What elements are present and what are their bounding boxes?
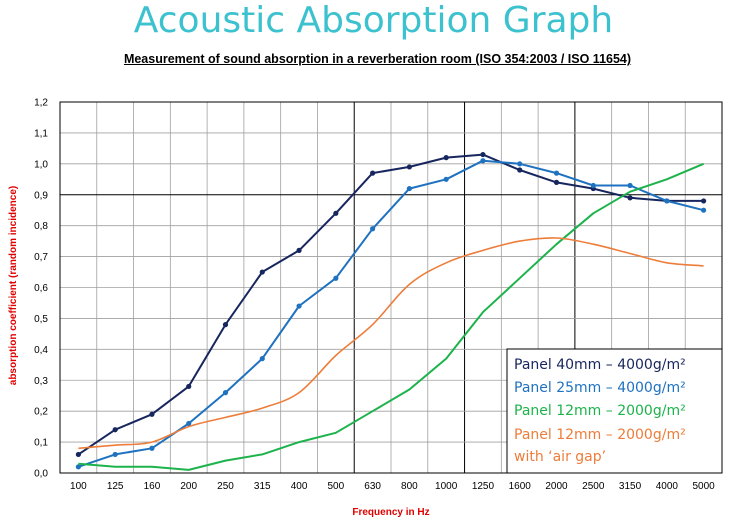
legend-box: [506, 348, 723, 474]
series-panel-12mm: [78, 162, 704, 471]
x-tick-label: 3150: [619, 481, 642, 492]
x-axis-ticks: 100 125 160 200 250 315 400 500 630 800 1000 1250 16…: [70, 481, 715, 492]
legend-entry-panel-25mm: Panel 25mm – 4000g/m²: [514, 380, 686, 396]
data-point: [112, 427, 118, 433]
series-panel-25mm: [78, 159, 704, 468]
data-point: [443, 155, 449, 161]
x-tick-label: 1600: [509, 481, 532, 492]
page-title: Acoustic Absorption Graph: [133, 0, 614, 41]
x-tick-label: 250: [217, 481, 234, 492]
data-point: [222, 322, 229, 328]
data-point: [333, 210, 339, 216]
chart-subtitle: Measurement of sound absorption in a rev…: [123, 52, 632, 66]
data-point: [186, 383, 192, 390]
data-point: [517, 161, 523, 167]
x-tick-label: 160: [144, 481, 161, 492]
x-tick-label: 2500: [582, 481, 605, 492]
plot-frame: [59, 101, 723, 474]
data-point: [222, 390, 229, 396]
series-panel-40mm: [77, 153, 704, 456]
legend-entry-air-gap-note: with ‘air gap’: [514, 449, 606, 465]
data-point: [553, 170, 560, 176]
y-axis-ticks: 0,0 0,1 0,2 0,3 0,4 0,5 0,6 0,7 0,8 0,9 1,0 1,1 1,2: [34, 98, 48, 480]
data-point: [406, 164, 412, 170]
y-tick-label: 0,5: [34, 314, 48, 325]
x-tick-label: 1250: [472, 481, 495, 492]
x-tick-label: 800: [401, 481, 418, 492]
x-tick-label: 500: [327, 481, 344, 492]
y-tick-label: 0,9: [34, 190, 48, 201]
data-point: [149, 445, 155, 451]
x-tick-label: 315: [254, 481, 271, 492]
data-point: [627, 195, 633, 201]
data-point: [149, 411, 155, 417]
data-point: [627, 182, 633, 189]
legend-entry-panel-40mm: Panel 40mm – 4000g/m²: [514, 357, 686, 373]
series-layer: [75, 151, 707, 471]
y-tick-label: 0,2: [34, 407, 48, 418]
y-tick-label: 0,3: [34, 376, 48, 387]
legend-entry-panel-12mm-air-gap: Panel 12mm – 2000g/m²: [514, 427, 686, 443]
data-point: [112, 451, 118, 458]
data-point: [75, 464, 81, 470]
data-point: [333, 275, 339, 281]
x-tick-label: 200: [180, 481, 197, 492]
x-tick-label: 630: [364, 481, 381, 492]
data-point: [480, 158, 486, 164]
data-point: [664, 198, 670, 204]
y-tick-label: 0,0: [34, 469, 48, 480]
data-point: [370, 226, 376, 232]
x-tick-label: 125: [107, 481, 124, 492]
data-point: [296, 247, 302, 253]
data-point: [370, 170, 376, 176]
y-tick-label: 1,0: [34, 159, 48, 170]
x-tick-label: 5000: [692, 481, 715, 492]
x-tick-label: 400: [291, 481, 308, 492]
y-axis-label: absorption coefficient (random incidence…: [8, 186, 19, 385]
y-tick-label: 1,2: [34, 98, 48, 109]
chart-legend: Panel 40mm – 4000g/m² Panel 25mm – 4000g…: [506, 348, 723, 474]
x-tick-label: 4000: [656, 481, 679, 492]
y-tick-label: 0,4: [34, 345, 48, 356]
x-tick-label: 1000: [435, 481, 458, 492]
x-axis-label: Frequency in Hz: [352, 507, 429, 518]
data-point: [406, 185, 412, 192]
data-point: [590, 182, 596, 189]
data-point: [701, 207, 707, 213]
data-point: [296, 303, 302, 309]
y-tick-label: 0,7: [34, 252, 48, 263]
y-tick-label: 0,8: [34, 221, 48, 232]
data-point: [259, 269, 265, 275]
data-point: [443, 176, 449, 182]
y-tick-label: 0,6: [34, 283, 48, 294]
legend-entry-panel-12mm: Panel 12mm – 2000g/m²: [514, 403, 686, 419]
data-point: [517, 167, 523, 173]
data-point: [259, 356, 265, 362]
y-tick-label: 1,1: [34, 128, 48, 139]
data-point: [480, 151, 486, 158]
x-tick-label: 2000: [545, 481, 568, 492]
data-point: [186, 420, 192, 427]
series-panel-12mm-air-gap: [78, 237, 704, 450]
data-point: [553, 179, 560, 185]
data-point: [75, 451, 81, 458]
data-point: [701, 198, 707, 204]
x-tick-label: 100: [70, 481, 87, 492]
y-tick-label: 0,1: [34, 438, 48, 449]
